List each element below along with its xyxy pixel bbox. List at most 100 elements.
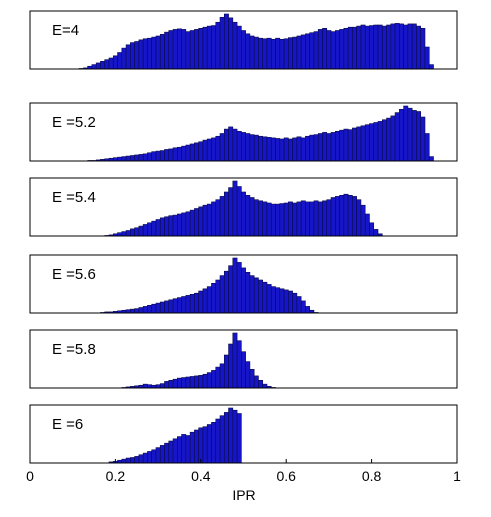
- bar: [347, 195, 353, 237]
- bar: [317, 29, 323, 70]
- bar: [177, 146, 182, 162]
- bar: [189, 376, 195, 389]
- bar: [369, 222, 375, 237]
- bar: [236, 25, 242, 70]
- bar: [356, 25, 362, 70]
- x-tick-label: 0.8: [362, 468, 382, 484]
- bar: [134, 41, 140, 70]
- bar: [95, 62, 101, 70]
- bar: [245, 133, 251, 162]
- bar: [211, 201, 217, 237]
- bar: [403, 105, 409, 162]
- bar: [270, 203, 276, 237]
- bar: [121, 156, 127, 162]
- bar: [121, 47, 127, 70]
- bar: [266, 202, 272, 237]
- bar: [177, 436, 182, 464]
- bar: [194, 142, 199, 162]
- bar: [245, 195, 251, 237]
- bar: [262, 281, 268, 314]
- bar: [151, 36, 157, 70]
- bar: [245, 33, 251, 70]
- bar: [134, 456, 140, 464]
- bar: [138, 307, 144, 314]
- bar: [185, 211, 191, 237]
- bar: [228, 407, 234, 464]
- bar: [142, 153, 148, 162]
- bar: [245, 361, 251, 389]
- panel-3: E =5.4: [29, 177, 458, 237]
- bar: [159, 217, 165, 237]
- bar: [198, 141, 204, 162]
- bar: [373, 229, 379, 237]
- bar: [399, 109, 404, 162]
- bar: [194, 375, 199, 389]
- bar: [399, 23, 404, 70]
- bar: [155, 447, 161, 464]
- bar: [326, 133, 332, 162]
- bar: [206, 286, 212, 314]
- bar: [219, 16, 225, 70]
- bar: [189, 30, 195, 70]
- bar: [411, 110, 417, 162]
- bar: [300, 137, 306, 162]
- bar: [407, 107, 413, 162]
- bar: [125, 457, 131, 464]
- panel-1: E=4: [29, 10, 458, 70]
- bar: [296, 201, 302, 237]
- bar: [130, 228, 135, 237]
- bar: [130, 42, 135, 70]
- bar: [155, 219, 161, 237]
- bar: [211, 137, 217, 162]
- bar: [108, 57, 114, 70]
- bar: [206, 203, 212, 237]
- bar: [241, 30, 246, 70]
- bar: [390, 115, 396, 162]
- panel-label: E =5.4: [52, 189, 96, 206]
- bar: [142, 306, 148, 314]
- bar: [117, 156, 123, 162]
- bar: [424, 46, 430, 70]
- bar: [228, 17, 234, 70]
- bar: [322, 27, 328, 70]
- panel-frame: [29, 254, 458, 314]
- bar: [147, 304, 152, 314]
- bar: [364, 25, 370, 70]
- bar: [147, 451, 152, 464]
- bar: [249, 134, 255, 162]
- bar: [390, 23, 396, 70]
- bar: [130, 155, 135, 162]
- bar: [151, 303, 157, 314]
- bar: [228, 343, 234, 389]
- bar: [159, 150, 165, 162]
- bar: [155, 35, 161, 70]
- bar: [198, 290, 204, 314]
- bar: [168, 440, 174, 464]
- bar: [168, 148, 174, 162]
- bar: [155, 150, 161, 162]
- bar: [305, 33, 310, 70]
- bar: [300, 300, 306, 314]
- bar: [189, 293, 195, 314]
- bar: [121, 458, 127, 464]
- bar: [202, 373, 208, 389]
- bar: [364, 213, 370, 237]
- bar: [335, 30, 340, 70]
- bar: [241, 351, 246, 389]
- bar: [189, 143, 195, 162]
- bar: [134, 154, 140, 162]
- bar: [147, 152, 152, 162]
- bar: [206, 138, 212, 162]
- bar: [134, 308, 140, 314]
- bar: [326, 199, 332, 237]
- bar: [313, 200, 319, 237]
- bar: [241, 267, 246, 314]
- bar: [172, 214, 178, 237]
- bar: [249, 368, 255, 389]
- bar: [236, 131, 242, 162]
- bar: [386, 24, 392, 70]
- bar: [164, 381, 170, 389]
- bar: [428, 156, 434, 162]
- bar: [335, 196, 340, 237]
- bar: [117, 52, 123, 70]
